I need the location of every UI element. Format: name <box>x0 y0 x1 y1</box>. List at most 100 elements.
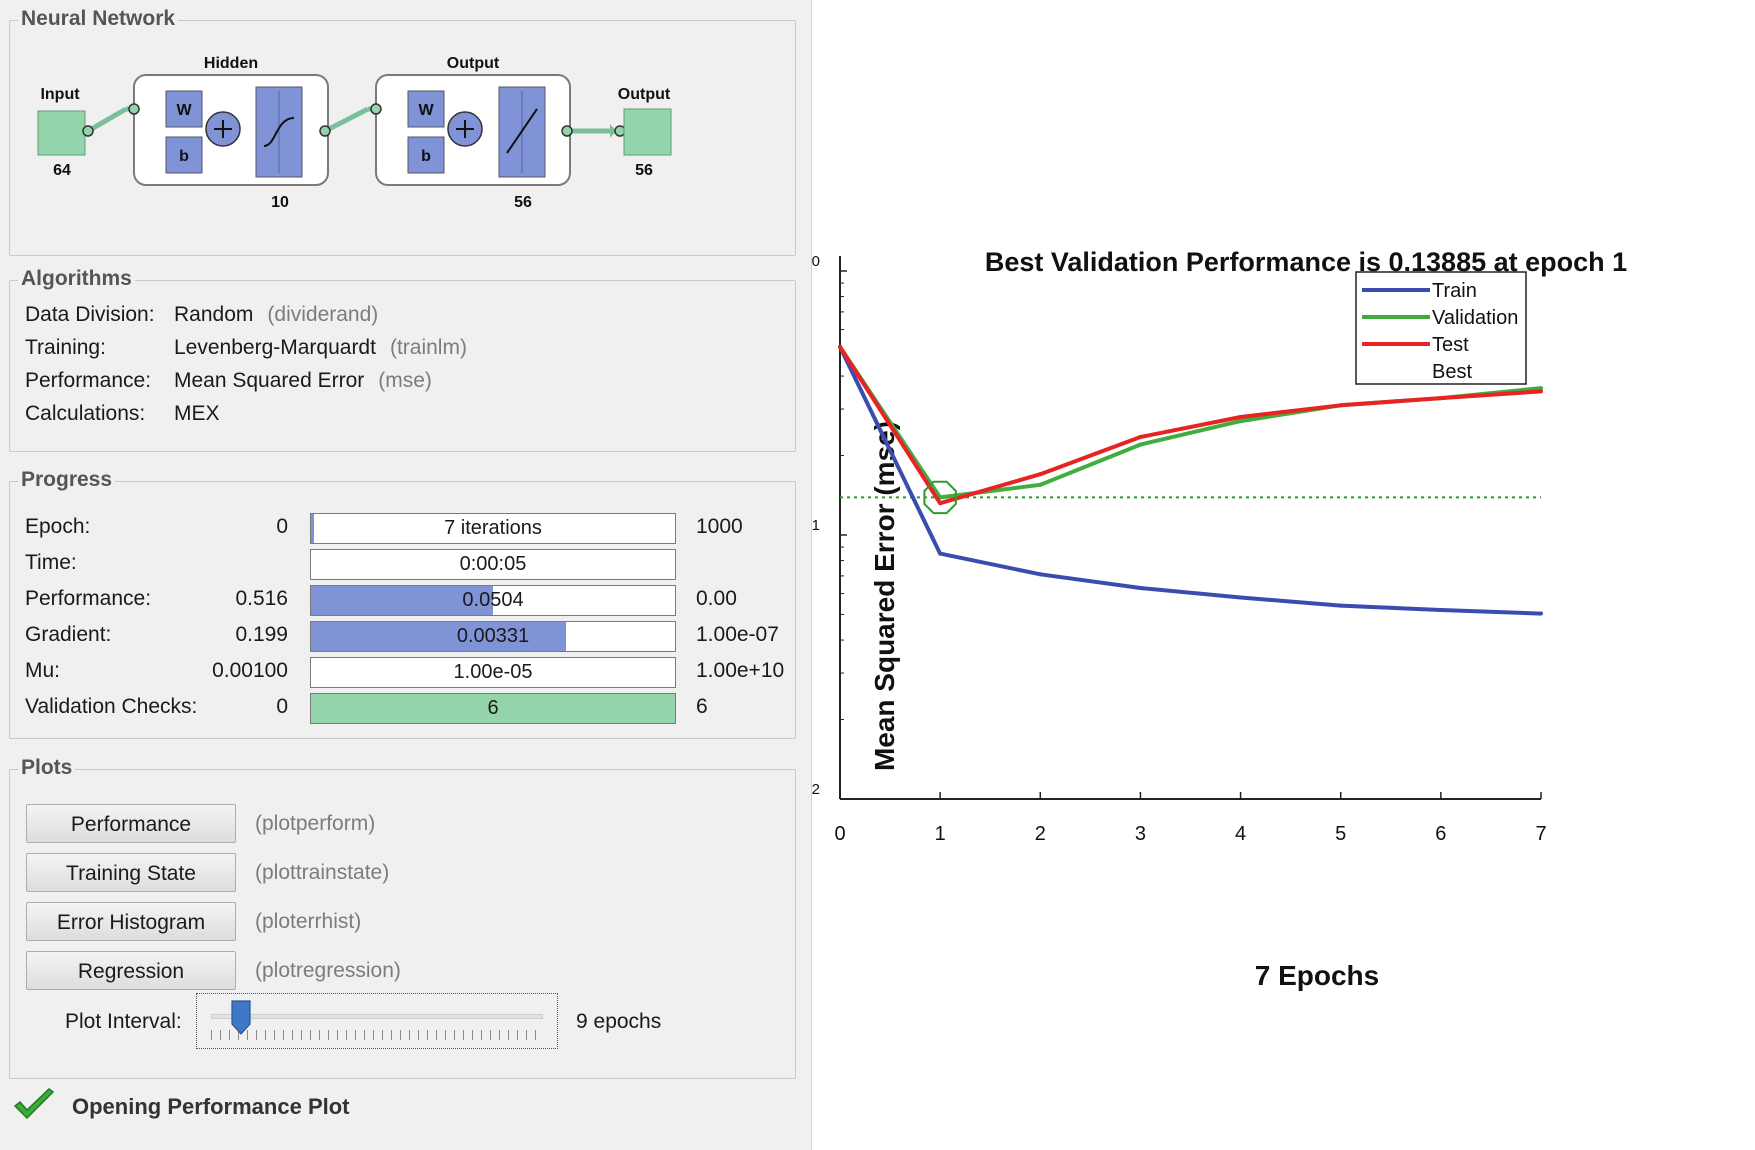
algo-value-row: MEX <box>174 402 234 426</box>
x-tick-label: 4 <box>1235 823 1246 845</box>
mu-progress-bar: 1.00e-05 <box>310 657 676 688</box>
gradient-progress-bar: 0.00331 <box>310 621 676 652</box>
gradient-min: 0.199 <box>235 623 288 646</box>
epoch-progress-bar: 7 iterations <box>310 513 676 544</box>
epoch-max: 1000 <box>696 515 743 538</box>
network-diagram: Input 64 Hidden 10 Output 56 Output 56 W… <box>37 55 672 211</box>
algo-code: (dividerand) <box>267 303 379 326</box>
error-histogram-plot-button[interactable]: Error Histogram <box>26 902 236 941</box>
performance-chart: Best Validation Performance is 0.13885 a… <box>812 247 1627 991</box>
algo-value: Levenberg-Marquardt <box>174 336 376 359</box>
performance-progress-bar: 0.0504 <box>310 585 676 616</box>
x-tick-label: 6 <box>1435 823 1446 845</box>
validation-checks-label: Validation Checks: <box>25 695 198 718</box>
y-tick-label: 10-2 <box>812 781 820 808</box>
series-train-line <box>838 346 1542 616</box>
series-test-point <box>1038 472 1043 477</box>
slider-thumb[interactable] <box>231 1000 251 1036</box>
series-validation-point <box>1539 386 1543 391</box>
gradient-current: 0.00331 <box>456 625 530 647</box>
performance-current: 0.0504 <box>462 589 524 611</box>
series-test-point <box>1438 396 1443 401</box>
epoch-progress-fill <box>311 514 314 543</box>
output-weight-block <box>407 90 445 128</box>
training-state-plot-button[interactable]: Training State <box>26 853 236 892</box>
performance-progress-fill <box>311 586 493 615</box>
legend-train-label: Train <box>1432 280 1477 302</box>
performance-max: 0.00 <box>696 587 737 610</box>
legend-test-label: Test <box>1432 334 1469 356</box>
x-tick-label: 1 <box>935 823 946 845</box>
algo-value: Random <box>174 303 254 326</box>
algo-value: Mean Squared Error <box>174 369 365 392</box>
y-tick-label: 10-1 <box>812 517 820 544</box>
output-layer-size: 56 <box>514 194 532 211</box>
series-train-point <box>1238 595 1243 600</box>
output-block <box>623 108 672 156</box>
validation-checks-progress-fill <box>311 694 675 723</box>
hidden-bias-symbol: b <box>179 148 189 165</box>
series-validation-point <box>1038 482 1043 487</box>
epoch-min: 0 <box>276 515 288 538</box>
series-test-point <box>838 344 842 349</box>
series-validation-point <box>1138 442 1143 447</box>
plot-interval-slider[interactable] <box>196 993 558 1049</box>
status-bar: Opening Performance Plot <box>12 1088 350 1128</box>
x-tick-label: 5 <box>1335 823 1346 845</box>
algo-value-row: Mean Squared Error (mse) <box>174 369 432 393</box>
algo-label: Performance: <box>25 369 152 392</box>
mu-max: 1.00e+10 <box>696 659 785 682</box>
best-marker <box>923 480 957 515</box>
input-label: Input <box>40 86 80 103</box>
algo-value-row: Levenberg-Marquardt (trainlm) <box>174 336 467 360</box>
status-text: Opening Performance Plot <box>72 1094 350 1119</box>
plots-title: Plots <box>18 756 76 780</box>
error-histogram-plot-code: (ploterrhist) <box>255 910 362 933</box>
algo-code: (trainlm) <box>389 336 467 359</box>
algo-label: Calculations: <box>25 402 146 425</box>
series-train-point <box>1539 611 1543 616</box>
series-train-point <box>1438 607 1443 612</box>
mu-current: 1.00e-05 <box>453 661 533 683</box>
output-label: Output <box>618 86 671 103</box>
series-train-point <box>1338 603 1343 608</box>
y-tick-exponent: 0 <box>812 253 820 270</box>
time-progress-bar: 0:00:05 <box>310 549 676 580</box>
gradient-label: Gradient: <box>25 623 112 646</box>
legend-best-label: Best <box>1432 361 1472 383</box>
hidden-bias-block <box>165 136 203 174</box>
performance-plot-button[interactable]: Performance <box>26 804 236 843</box>
progress-title: Progress <box>18 468 116 492</box>
x-tick-label: 3 <box>1135 823 1146 845</box>
y-tick-exponent: -1 <box>812 517 820 534</box>
plot-interval-label: Plot Interval: <box>65 1010 182 1033</box>
regression-plot-button[interactable]: Regression <box>26 951 236 990</box>
algo-label: Training: <box>25 336 106 359</box>
output-bias-block <box>407 136 445 174</box>
series-test-point <box>1138 435 1143 440</box>
performance-min: 0.516 <box>235 587 288 610</box>
hidden-weight-block <box>165 90 203 128</box>
output-weight-symbol: W <box>418 102 434 119</box>
series-train-point <box>1138 585 1143 590</box>
y-axis-label: Mean Squared Error (mse) <box>869 421 900 771</box>
neural-network-group: Neural Network <box>9 7 796 256</box>
algo-value-row: Random (dividerand) <box>174 303 378 327</box>
input-size: 64 <box>53 162 71 179</box>
chart-title: Best Validation Performance is 0.13885 a… <box>985 247 1627 277</box>
output-size: 56 <box>635 162 653 179</box>
series-train-point <box>938 551 943 556</box>
output-layer-label: Output <box>447 55 500 72</box>
neural-network-title: Neural Network <box>18 7 179 31</box>
epoch-current: 7 iterations <box>444 517 542 539</box>
mu-label: Mu: <box>25 659 61 682</box>
series-test-point <box>1539 389 1543 394</box>
algo-value: MEX <box>174 402 220 425</box>
output-bias-symbol: b <box>421 148 431 165</box>
training-state-plot-code: (plottrainstate) <box>255 861 390 884</box>
legend-validation-label: Validation <box>1432 307 1518 329</box>
x-tick-label: 0 <box>834 823 845 845</box>
series-train-point <box>1038 572 1043 577</box>
regression-plot-code: (plotregression) <box>255 959 401 982</box>
algo-label: Data Division: <box>25 303 155 326</box>
